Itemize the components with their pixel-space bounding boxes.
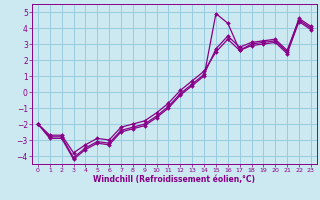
X-axis label: Windchill (Refroidissement éolien,°C): Windchill (Refroidissement éolien,°C)	[93, 175, 255, 184]
